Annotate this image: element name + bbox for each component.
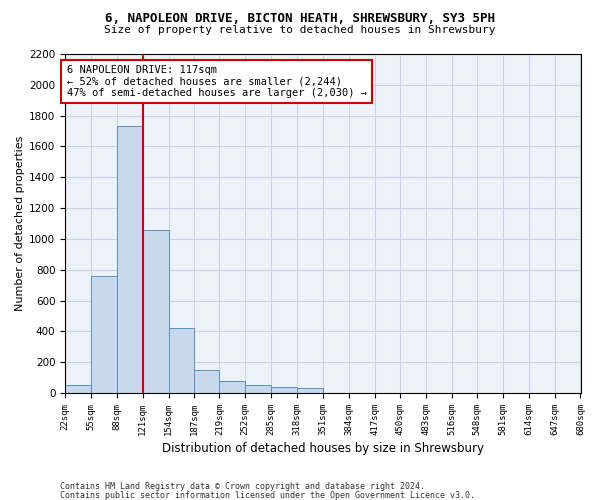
Text: 6 NAPOLEON DRIVE: 117sqm
← 52% of detached houses are smaller (2,244)
47% of sem: 6 NAPOLEON DRIVE: 117sqm ← 52% of detach… xyxy=(67,65,367,98)
Bar xyxy=(169,328,194,393)
Y-axis label: Number of detached properties: Number of detached properties xyxy=(15,136,25,311)
Text: Size of property relative to detached houses in Shrewsbury: Size of property relative to detached ho… xyxy=(104,25,496,35)
X-axis label: Distribution of detached houses by size in Shrewsbury: Distribution of detached houses by size … xyxy=(162,442,484,455)
Bar xyxy=(297,388,323,393)
Bar xyxy=(143,230,169,393)
Bar xyxy=(91,276,117,393)
Bar xyxy=(117,126,143,393)
Bar xyxy=(220,381,245,393)
Text: 6, NAPOLEON DRIVE, BICTON HEATH, SHREWSBURY, SY3 5PH: 6, NAPOLEON DRIVE, BICTON HEATH, SHREWSB… xyxy=(105,12,495,26)
Bar xyxy=(271,387,297,393)
Text: Contains HM Land Registry data © Crown copyright and database right 2024.: Contains HM Land Registry data © Crown c… xyxy=(60,482,425,491)
Text: Contains public sector information licensed under the Open Government Licence v3: Contains public sector information licen… xyxy=(60,490,475,500)
Bar xyxy=(194,370,220,393)
Bar xyxy=(65,384,91,393)
Bar xyxy=(245,386,271,393)
